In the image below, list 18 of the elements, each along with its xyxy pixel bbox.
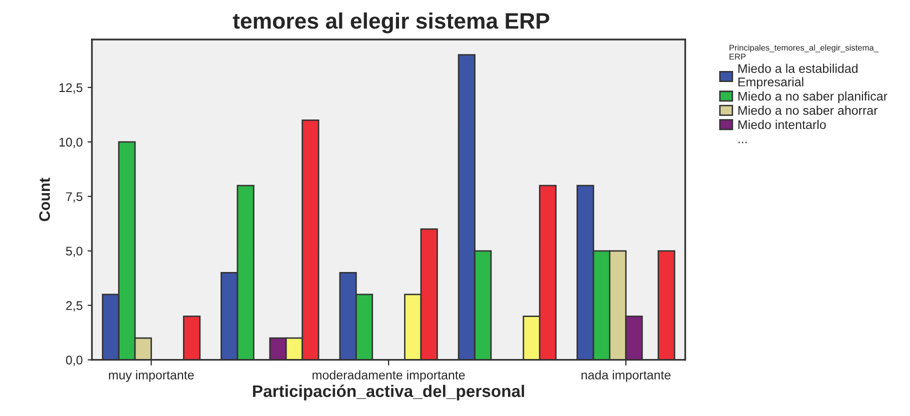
y-tick-label: 12,5: [60, 83, 82, 94]
x-axis-title: Participación_activa_del_personal: [253, 384, 524, 400]
y-axis-title: Count: [39, 178, 50, 222]
y-tick-label: 5,0: [66, 246, 82, 258]
legend-label: Miedo a la estabilidad Empresarial: [738, 64, 858, 89]
chart-title: temores al elegir sistema ERP: [232, 12, 550, 34]
x-tick-label: muy importante: [109, 370, 194, 382]
legend-title: Principales_temores_al_elegir_sistema_ ERP: [730, 44, 879, 60]
y-tick-label: 10,0: [60, 138, 82, 148]
legend-label: Miedo intentarlo: [738, 120, 826, 130]
y-tick-label: 0,0: [66, 356, 82, 366]
y-tick-label: 7,5: [66, 192, 82, 203]
text: ...: [738, 142, 747, 144]
legend-label: Miedo a no saber ahorrar: [738, 106, 878, 115]
y-tick-label: 2,5: [66, 301, 82, 312]
x-tick-label: nada importante: [582, 370, 671, 382]
x-tick-label: moderadamente importante: [312, 370, 465, 382]
legend-label: Miedo a no saber planificar: [738, 91, 888, 104]
